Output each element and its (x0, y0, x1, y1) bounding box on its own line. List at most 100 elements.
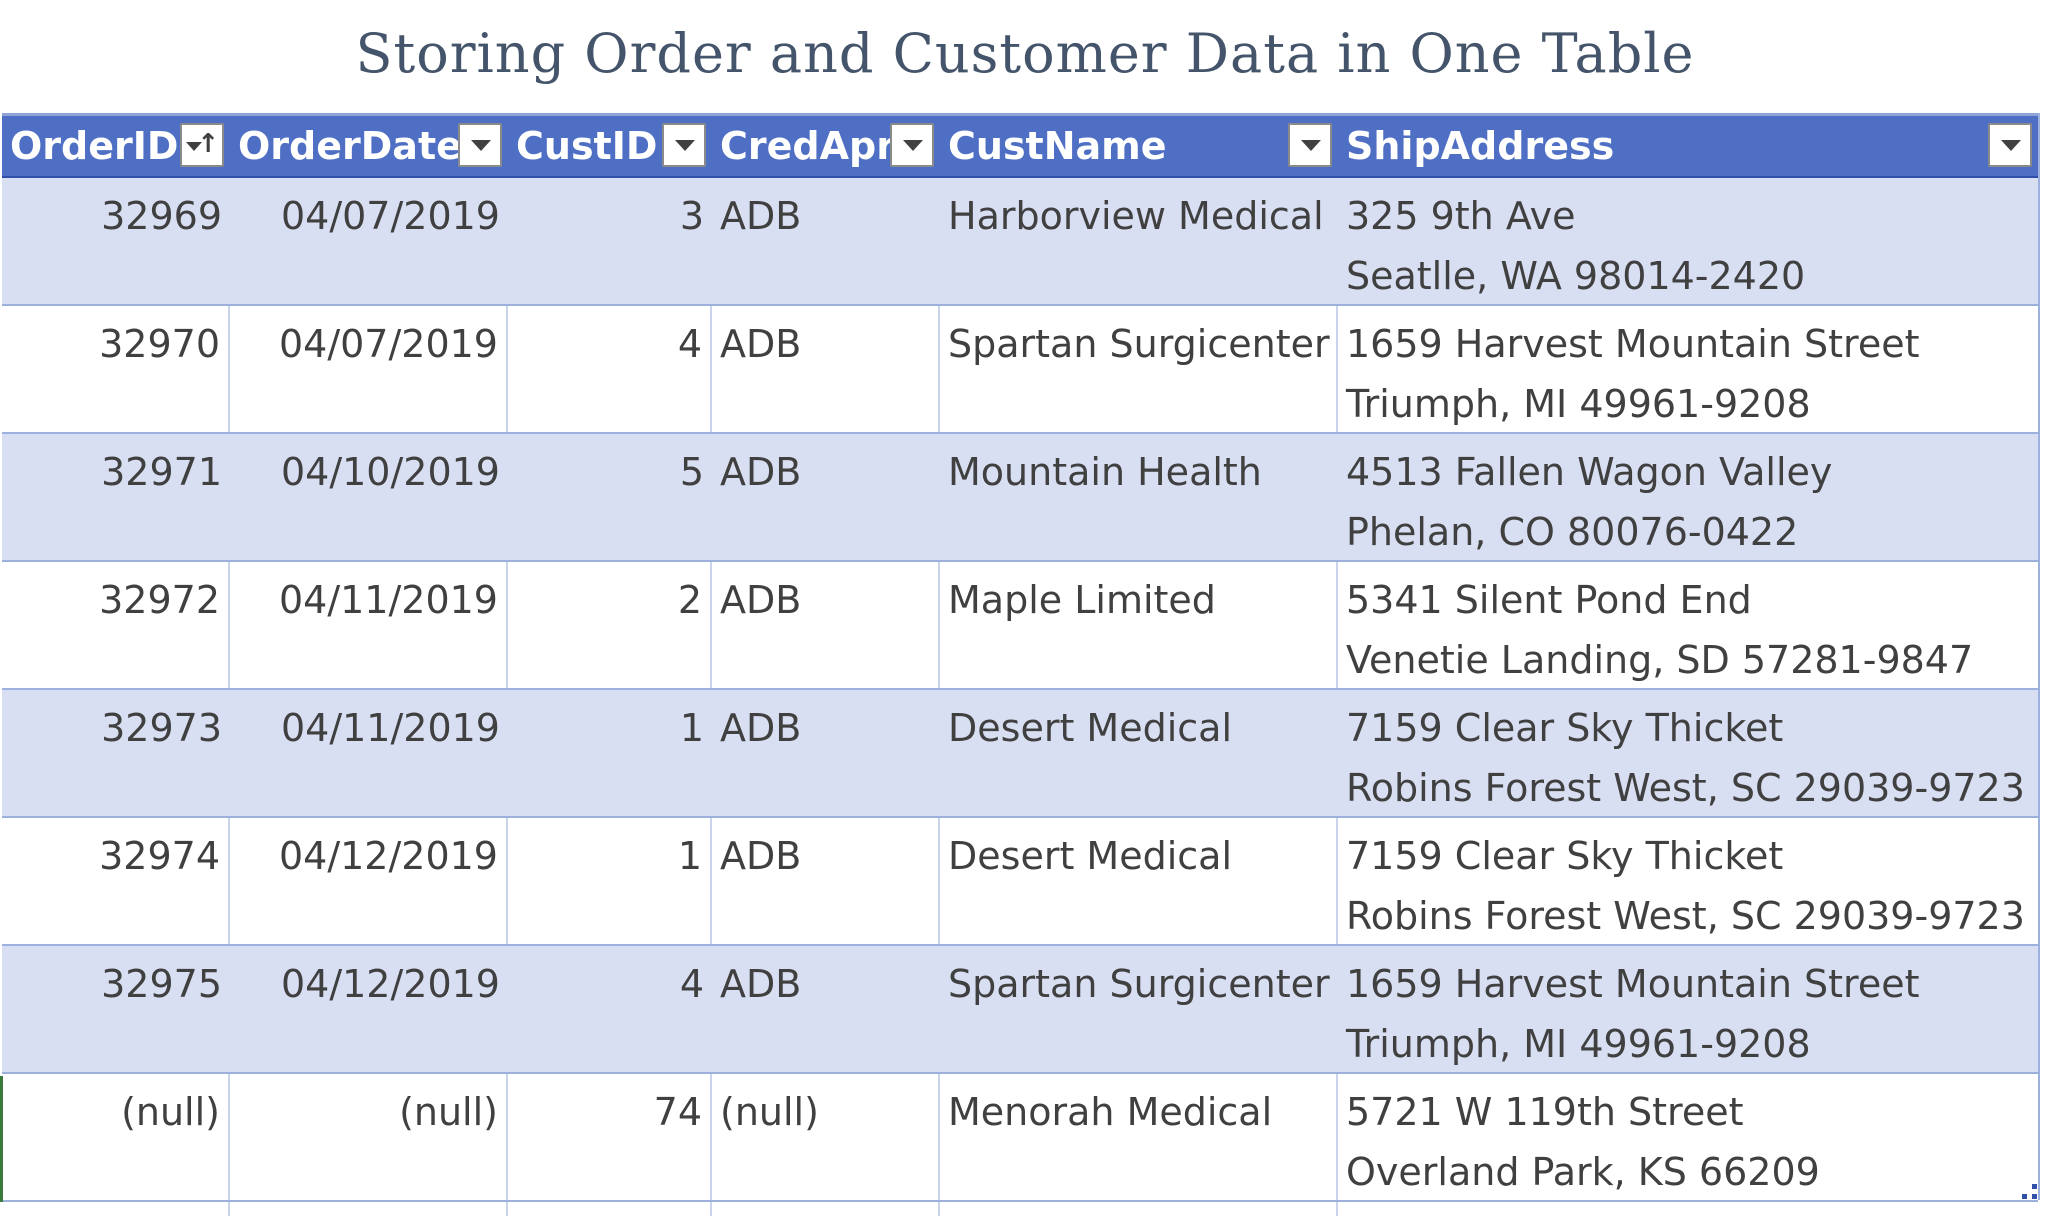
cell-custid[interactable]: 2 (508, 562, 712, 688)
cell-credapr[interactable]: ADB (712, 818, 940, 944)
resize-handle-dot (2022, 1194, 2027, 1199)
cell-shipaddress[interactable]: 4513 Fallen Wagon Valley Phelan, CO 8007… (1338, 434, 2038, 560)
cell-credapr[interactable]: ADB (720, 194, 802, 238)
cell-credapr[interactable]: (null) (712, 1074, 940, 1200)
column-header-label: CustName (948, 124, 1167, 168)
column-header-label: CustID (516, 124, 658, 168)
address-line-2: Seatlle, WA 98014-2420 (1346, 254, 1806, 298)
filter-button-shipaddress[interactable] (1988, 123, 2032, 167)
address-line-1: 4513 Fallen Wagon Valley (1346, 450, 1833, 494)
cell-custid[interactable]: 3 (679, 194, 704, 238)
cell-custname[interactable]: Menorah Medical (940, 1074, 1338, 1200)
address-line-2: Robins Forest West, SC 29039-9723 (1346, 894, 2025, 938)
filter-button-custid[interactable] (662, 123, 706, 167)
column-header-shipaddress[interactable]: ShipAddress (1338, 116, 2038, 176)
cell-credapr[interactable]: ADB (720, 450, 802, 494)
cell-orderid[interactable]: 32975 (101, 962, 222, 1006)
cell-orderdate[interactable]: 04/12/2019 (280, 962, 500, 1006)
filter-button-orderdate[interactable] (458, 123, 502, 167)
address-line-1: 1659 Harvest Mountain Street (1346, 322, 1920, 366)
column-header-label: CredApr (720, 124, 895, 168)
dropdown-arrow-icon (903, 140, 923, 151)
cell-shipaddress[interactable]: 1659 Harvest Mountain Street Triumph, MI… (1338, 946, 2038, 1072)
cell-custid[interactable]: 5 (679, 450, 704, 494)
address-line-1: 325 9th Ave (1346, 194, 1576, 238)
cell-custname[interactable]: Mountain Health (948, 450, 1262, 494)
cell-shipaddress[interactable]: 1659 Harvest Mountain Street Triumph, MI… (1338, 306, 2038, 432)
column-header-orderid[interactable]: OrderID ↑ (2, 116, 230, 176)
table-row[interactable]: (null) (null) 74 (null) Menorah Medical … (2, 1074, 2038, 1202)
gridline-stub (710, 1202, 712, 1216)
address-line-2: Phelan, CO 80076-0422 (1346, 510, 1799, 554)
column-header-orderdate[interactable]: OrderDate (230, 116, 508, 176)
cell-shipaddress[interactable]: 7159 Clear Sky Thicket Robins Forest Wes… (1338, 818, 2038, 944)
filter-button-custname[interactable] (1288, 123, 1332, 167)
cell-custname[interactable]: Maple Limited (940, 562, 1338, 688)
cell-orderdate[interactable]: (null) (230, 1074, 508, 1200)
cell-custname[interactable]: Desert Medical (948, 706, 1232, 750)
table-row[interactable]: 32969 04/07/2019 3 ADB Harborview Medica… (2, 178, 2038, 306)
filter-button-credapr[interactable] (890, 123, 934, 167)
cell-custname[interactable]: Desert Medical (940, 818, 1338, 944)
cell-orderdate[interactable]: 04/12/2019 (230, 818, 508, 944)
address-line-2: Robins Forest West, SC 29039-9723 (1346, 766, 2025, 810)
dropdown-arrow-icon (471, 140, 491, 151)
address-line-2: Overland Park, KS 66209 (1346, 1150, 1820, 1194)
cell-orderdate[interactable]: 04/07/2019 (230, 306, 508, 432)
cell-orderid[interactable]: 32969 (101, 194, 222, 238)
cell-custid[interactable]: 4 (508, 306, 712, 432)
dropdown-arrow-icon (186, 142, 202, 151)
dropdown-arrow-icon (2001, 140, 2021, 151)
table-row[interactable]: 32975 04/12/2019 4 ADB Spartan Surgicent… (2, 946, 2038, 1074)
table-row[interactable]: 32971 04/10/2019 5 ADB Mountain Health 4… (2, 434, 2038, 562)
column-header-custid[interactable]: CustID (508, 116, 712, 176)
cell-shipaddress[interactable]: 5341 Silent Pond End Venetie Landing, SD… (1338, 562, 2038, 688)
address-line-1: 5341 Silent Pond End (1346, 578, 1752, 622)
address-line-2: Venetie Landing, SD 57281-9847 (1346, 638, 1974, 682)
cell-selection-marker (0, 1076, 3, 1202)
table-row[interactable]: 32974 04/12/2019 1 ADB Desert Medical 71… (2, 818, 2038, 946)
cell-orderid[interactable]: 32973 (101, 706, 222, 750)
dropdown-arrow-icon (675, 140, 695, 151)
cell-custid[interactable]: 74 (508, 1074, 712, 1200)
cell-orderid[interactable]: 32970 (2, 306, 230, 432)
gridline-stub (228, 1202, 230, 1216)
cell-credapr[interactable]: ADB (720, 706, 802, 750)
cell-custid[interactable]: 1 (508, 818, 712, 944)
cell-orderdate[interactable]: 04/11/2019 (230, 562, 508, 688)
table-row[interactable]: 32972 04/11/2019 2 ADB Maple Limited 534… (2, 562, 2038, 690)
cell-orderdate[interactable]: 04/07/2019 (280, 194, 500, 238)
sort-filter-button-orderid[interactable]: ↑ (180, 123, 224, 167)
cell-orderid[interactable]: 32972 (2, 562, 230, 688)
cell-custname[interactable]: Spartan Surgicenter (940, 306, 1338, 432)
column-header-credapr[interactable]: CredApr (712, 116, 940, 176)
gridline-stub (1336, 1202, 1338, 1216)
cell-custname[interactable]: Spartan Surgicenter (948, 962, 1330, 1006)
dropdown-arrow-icon (1301, 140, 1321, 151)
column-header-custname[interactable]: CustName (940, 116, 1338, 176)
cell-credapr[interactable]: ADB (712, 306, 940, 432)
table-row[interactable]: 32970 04/07/2019 4 ADB Spartan Surgicent… (2, 306, 2038, 434)
address-line-1: 1659 Harvest Mountain Street (1346, 962, 1920, 1006)
gridline-stub (506, 1202, 508, 1216)
cell-orderid[interactable]: (null) (2, 1074, 230, 1200)
table-row[interactable]: 32973 04/11/2019 1 ADB Desert Medical 71… (2, 690, 2038, 818)
page-title: Storing Order and Customer Data in One T… (355, 22, 1695, 85)
cell-orderdate[interactable]: 04/11/2019 (280, 706, 500, 750)
cell-orderid[interactable]: 32974 (2, 818, 230, 944)
cell-orderdate[interactable]: 04/10/2019 (280, 450, 500, 494)
cell-shipaddress[interactable]: 7159 Clear Sky Thicket Robins Forest Wes… (1338, 690, 2038, 816)
cell-shipaddress[interactable]: 325 9th Ave Seatlle, WA 98014-2420 (1338, 178, 2038, 304)
table-continuation-gridlines (2, 1202, 2038, 1216)
cell-credapr[interactable]: ADB (712, 562, 940, 688)
cell-custid[interactable]: 1 (679, 706, 704, 750)
resize-handle-dot (2032, 1184, 2037, 1189)
cell-orderid[interactable]: 32971 (101, 450, 222, 494)
table-resize-handle[interactable] (2022, 1184, 2038, 1200)
column-header-label: ShipAddress (1346, 124, 1615, 168)
cell-custname[interactable]: Harborview Medical (948, 194, 1324, 238)
cell-shipaddress[interactable]: 5721 W 119th Street Overland Park, KS 66… (1338, 1074, 2038, 1200)
cell-credapr[interactable]: ADB (720, 962, 802, 1006)
cell-custid[interactable]: 4 (679, 962, 704, 1006)
resize-handle-dot (2032, 1194, 2037, 1199)
